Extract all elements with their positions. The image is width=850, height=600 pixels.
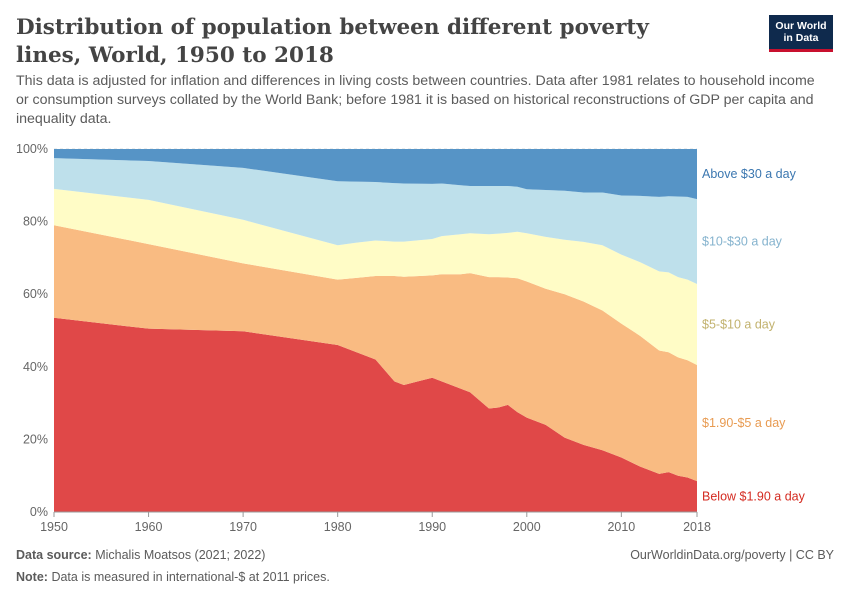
y-tick-label: 40% [23, 360, 48, 374]
axes: 0% 20% 40% 60% 80% 100% 1950 1960 1970 1980 1990 20… [16, 142, 711, 534]
chart-subtitle: This data is adjusted for inflation and … [16, 73, 815, 127]
series-label: $5-$10 a day [702, 318, 776, 332]
x-tick-label: 1950 [40, 520, 68, 534]
area-below-1-90-a-day [54, 317, 697, 512]
series-label: Above $30 a day [702, 167, 797, 181]
series-label: $10-$30 a day [702, 235, 783, 249]
x-tick-label: 2010 [607, 520, 635, 534]
note-label: Note: [16, 570, 48, 584]
source-label: Data source: [16, 548, 92, 562]
x-tick-label: 2000 [513, 520, 541, 534]
x-tick-label: 1970 [229, 520, 257, 534]
area-series [54, 149, 697, 512]
x-tick-label: 1980 [324, 520, 352, 534]
area-above-30-a-day [54, 149, 697, 200]
data-source: Data source: Michalis Moatsos (2021; 202… [16, 548, 265, 562]
series-labels: Below $1.90 a day $1.90-$5 a day $5-$10 a … [702, 167, 806, 504]
area--5-10-a-day [54, 188, 697, 365]
logo-line-2: in Data [783, 32, 819, 44]
chart-note: Note: Data is measured in international-… [16, 570, 330, 584]
x-tick-label: 2018 [683, 520, 711, 534]
y-tick-label: 80% [23, 215, 48, 229]
series-label: $1.90-$5 a day [702, 416, 786, 430]
chart-title: Distribution of population between diffe… [16, 15, 649, 68]
series-label: Below $1.90 a day [702, 490, 806, 504]
y-tick-label: 60% [23, 287, 48, 301]
area--1-90-5-a-day [54, 225, 697, 482]
source-text[interactable]: Michalis Moatsos (2021; 2022) [95, 548, 266, 562]
y-tick-label: 0% [30, 505, 48, 519]
owid-logo[interactable]: Our World in Data [769, 15, 833, 52]
y-tick-label: 100% [16, 142, 48, 156]
note-text: Data is measured in international-$ at 2… [51, 570, 330, 584]
x-tick-label: 1990 [418, 520, 446, 534]
source-link[interactable]: OurWorldinData.org/poverty | CC BY [630, 548, 834, 562]
logo-line-1: Our World [775, 20, 827, 32]
y-tick-label: 20% [23, 432, 48, 446]
area--10-30-a-day [54, 158, 697, 285]
x-tick-label: 1960 [135, 520, 163, 534]
